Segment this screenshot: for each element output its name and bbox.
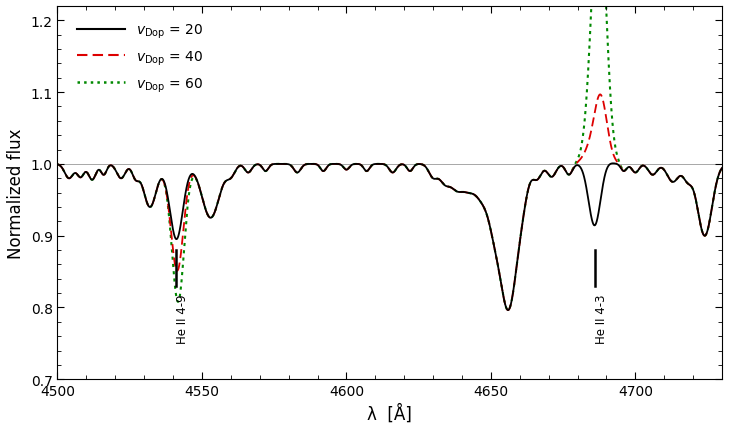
Text: He II 4-9: He II 4-9 bbox=[176, 293, 189, 343]
Y-axis label: Normalized flux: Normalized flux bbox=[7, 128, 25, 258]
X-axis label: λ  [Å]: λ [Å] bbox=[367, 404, 412, 423]
Legend: $v_{\rm Dop}$ = 20, $v_{\rm Dop}$ = 40, $v_{\rm Dop}$ = 60: $v_{\rm Dop}$ = 20, $v_{\rm Dop}$ = 40, … bbox=[71, 18, 209, 100]
Text: He II 4-3: He II 4-3 bbox=[595, 293, 608, 343]
